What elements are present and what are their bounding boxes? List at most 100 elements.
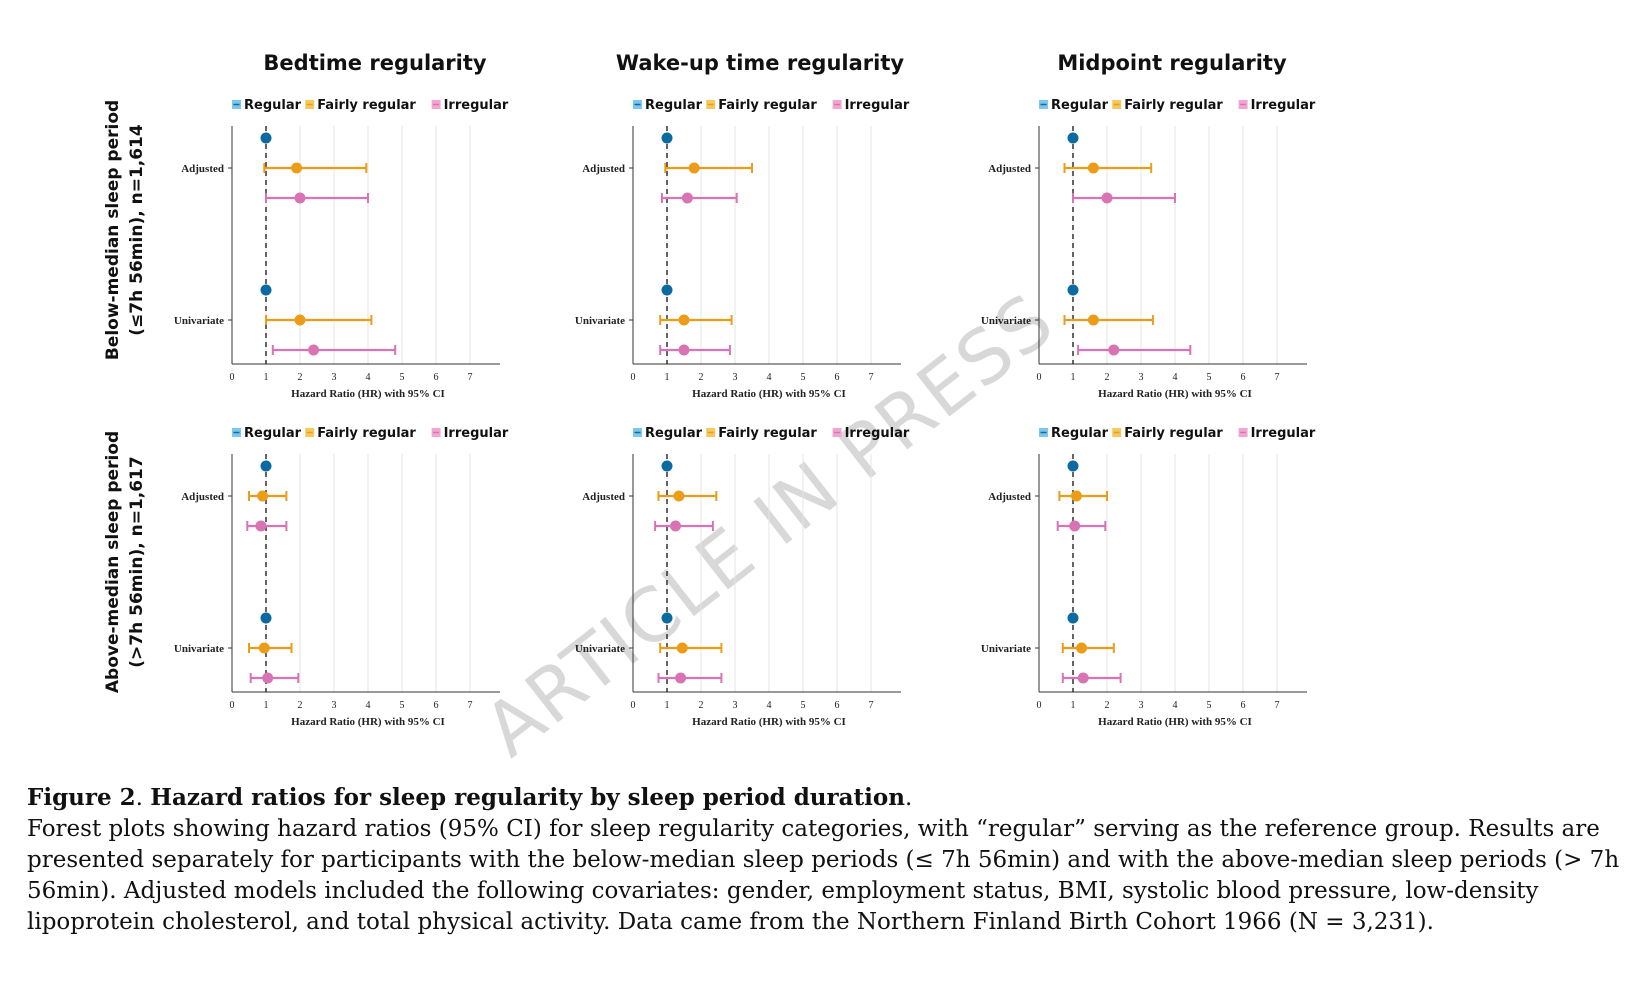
hr-point-regular	[260, 612, 272, 624]
hr-point-irregular	[675, 672, 687, 684]
hr-point-regular	[661, 132, 673, 144]
x-tick-label: 5	[400, 700, 405, 711]
x-tick-label: 0	[631, 372, 636, 383]
x-tick-label: 4	[366, 372, 371, 383]
category-label: Univariate	[174, 643, 224, 655]
caption-label: Figure 2	[27, 784, 136, 811]
legend-label-regular: Regular	[645, 98, 703, 113]
x-tick-label: 6	[835, 700, 840, 711]
x-axis-label: Hazard Ratio (HR) with 95% CI	[1098, 388, 1252, 400]
x-tick-label: 7	[869, 372, 874, 383]
legend-label-irregular: Irregular	[444, 426, 509, 441]
x-tick-label: 5	[1207, 372, 1212, 383]
watermark-text: ARTICLE IN PRESS	[469, 277, 1071, 770]
x-tick-label: 6	[434, 700, 439, 711]
category-label: Univariate	[174, 315, 224, 327]
x-tick-label: 7	[1275, 700, 1280, 711]
x-tick-label: 3	[1139, 700, 1144, 711]
row-title-line: Above-median sleep period	[103, 431, 123, 693]
hr-point-fairly-regular	[676, 642, 688, 654]
legend: Regular Fairly regular Irregular	[1039, 98, 1316, 113]
hr-point-fairly-regular	[1076, 642, 1087, 654]
panel-r2-c2: Regular Fairly regular Irregular 0 1 2 3 4 5 6 7 Ha…	[575, 426, 910, 728]
x-tick-label: 7	[1275, 372, 1280, 383]
x-tick-label: 3	[733, 372, 738, 383]
hr-point-irregular	[255, 520, 267, 532]
panel-r1-c2: Regular Fairly regular Irregular 0 1 2 3 4 5 6 7 Ha…	[575, 98, 910, 400]
hr-point-regular	[1067, 284, 1079, 296]
hr-point-irregular	[1077, 672, 1089, 684]
x-tick-label: 0	[1037, 700, 1042, 711]
category-label: Adjusted	[181, 491, 224, 503]
x-tick-label: 1	[665, 700, 670, 711]
hr-point-irregular	[1069, 520, 1081, 532]
x-tick-label: 4	[1173, 700, 1178, 711]
category-label: Univariate	[575, 315, 625, 327]
hr-point-irregular	[294, 192, 306, 204]
caption-title: Hazard ratios for sleep regularity by sl…	[150, 784, 905, 811]
hr-point-regular	[260, 132, 272, 144]
legend-label-regular: Regular	[1051, 98, 1109, 113]
x-tick-label: 0	[230, 700, 235, 711]
hr-point-irregular	[308, 344, 320, 356]
legend-label-fairly-regular: Fairly regular	[1124, 426, 1223, 441]
legend-label-fairly-regular: Fairly regular	[718, 98, 817, 113]
legend-label-irregular: Irregular	[444, 98, 509, 113]
x-tick-label: 7	[468, 700, 473, 711]
x-tick-label: 1	[1071, 700, 1076, 711]
row-title-line: (>7h 56min), n=1,617	[127, 456, 147, 667]
row-title-1: Below-median sleep period (≤7h 56min), n=…	[103, 100, 147, 360]
hr-point-regular	[661, 612, 673, 624]
x-axis-label: Hazard Ratio (HR) with 95% CI	[291, 716, 445, 728]
legend-label-regular: Regular	[244, 426, 302, 441]
x-tick-label: 4	[767, 700, 772, 711]
legend-label-fairly-regular: Fairly regular	[317, 98, 416, 113]
hr-point-fairly-regular	[257, 490, 269, 502]
x-axis-label: Hazard Ratio (HR) with 95% CI	[1098, 716, 1252, 728]
hr-point-fairly-regular	[688, 162, 700, 174]
x-tick-label: 5	[400, 372, 405, 383]
category-label: Univariate	[575, 643, 625, 655]
legend-label-irregular: Irregular	[845, 98, 910, 113]
x-tick-label: 2	[298, 372, 303, 383]
category-label: Adjusted	[582, 491, 625, 503]
legend-label-irregular: Irregular	[1251, 426, 1316, 441]
category-label: Adjusted	[181, 163, 224, 175]
x-tick-label: 6	[434, 372, 439, 383]
x-tick-label: 1	[1071, 372, 1076, 383]
hr-point-irregular	[1101, 192, 1113, 204]
x-tick-label: 1	[264, 700, 269, 711]
caption-title-end: .	[904, 785, 913, 811]
hr-point-fairly-regular	[1070, 490, 1082, 502]
hr-point-regular	[1067, 612, 1079, 624]
x-tick-label: 5	[801, 372, 806, 383]
caption-separator: .	[135, 785, 151, 811]
x-tick-label: 4	[767, 372, 772, 383]
legend-label-fairly-regular: Fairly regular	[718, 426, 817, 441]
x-tick-label: 3	[733, 700, 738, 711]
x-tick-label: 7	[468, 372, 473, 383]
category-label: Adjusted	[988, 491, 1031, 503]
x-tick-label: 6	[1241, 372, 1246, 383]
hr-point-irregular	[678, 344, 690, 356]
legend: Regular Fairly regular Irregular	[232, 426, 509, 441]
panel-r1-c3: Regular Fairly regular Irregular 0 1 2 3 4 5 6 7 Ha…	[981, 98, 1316, 400]
x-tick-label: 0	[230, 372, 235, 383]
hr-point-regular	[661, 460, 673, 472]
row-title-line: Below-median sleep period	[103, 100, 123, 360]
x-tick-label: 3	[332, 372, 337, 383]
x-axis-label: Hazard Ratio (HR) with 95% CI	[291, 388, 445, 400]
legend-label-irregular: Irregular	[845, 426, 910, 441]
legend-label-regular: Regular	[645, 426, 703, 441]
x-axis-label: Hazard Ratio (HR) with 95% CI	[692, 388, 846, 400]
column-title-2: Wake-up time regularity	[616, 51, 904, 75]
legend-label-regular: Regular	[1051, 426, 1109, 441]
x-tick-label: 5	[1207, 700, 1212, 711]
x-tick-label: 2	[699, 372, 704, 383]
x-tick-label: 1	[264, 372, 269, 383]
hr-point-fairly-regular	[258, 642, 270, 654]
x-tick-label: 6	[835, 372, 840, 383]
row-title-line: (≤7h 56min), n=1,614	[127, 124, 147, 336]
hr-point-irregular	[1108, 344, 1120, 356]
legend-label-fairly-regular: Fairly regular	[317, 426, 416, 441]
